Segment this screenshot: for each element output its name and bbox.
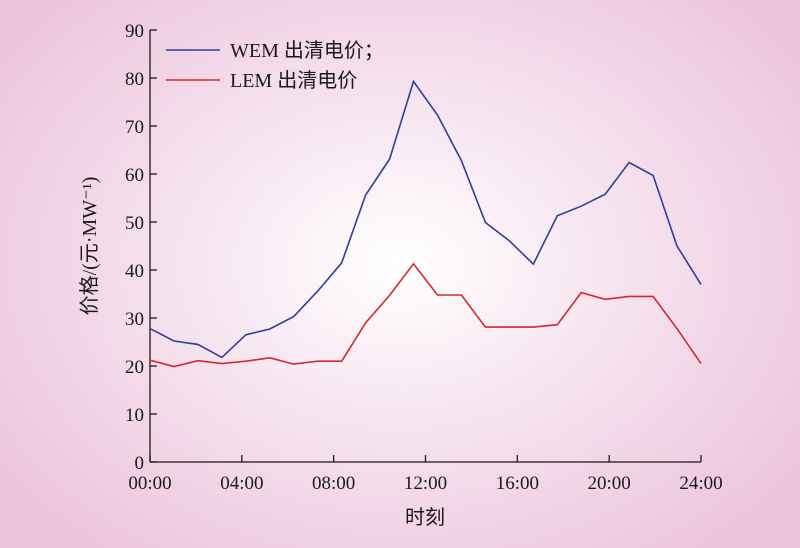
y-tick-label: 20 — [125, 357, 144, 378]
x-tick-label: 08:00 — [312, 473, 355, 494]
x-tick-label: 20:00 — [588, 473, 631, 494]
plot-frame — [149, 30, 701, 463]
legend-item-wem: WEM 出清电价； — [166, 39, 384, 62]
x-tick-label: 16:00 — [496, 473, 539, 494]
x-tick-label: 24:00 — [679, 473, 722, 494]
y-tick-label: 30 — [125, 309, 144, 330]
legend-label-wem: WEM 出清电价； — [230, 39, 384, 62]
y-tick-label: 70 — [125, 117, 144, 138]
y-tick-label: 80 — [125, 69, 144, 90]
legend: WEM 出清电价； LEM 出清电价 — [166, 39, 384, 92]
x-tick-label: 12:00 — [404, 473, 447, 494]
series-lines — [149, 79, 702, 368]
y-tick-label: 60 — [125, 165, 144, 186]
y-tick-label: 50 — [125, 213, 144, 234]
legend-label-lem: LEM 出清电价 — [230, 69, 357, 92]
y-axis-title: 价格/(元·MW⁻¹) — [78, 177, 101, 316]
y-tick-label: 0 — [135, 453, 145, 474]
y-tick-label: 90 — [125, 21, 144, 42]
legend-item-lem: LEM 出清电价 — [166, 69, 357, 92]
x-tick-label: 00:00 — [128, 473, 171, 494]
x-axis-ticks: 00:00 04:00 08:00 12:00 16:00 20:00 24:00 — [128, 455, 723, 494]
series-line-wem — [149, 79, 702, 359]
x-tick-label: 04:00 — [220, 473, 263, 494]
x-axis-title: 时刻 — [405, 506, 445, 529]
y-tick-label: 10 — [125, 405, 144, 426]
series-line-lem — [149, 262, 702, 368]
y-axis-ticks: 0 10 20 30 40 50 60 70 80 90 — [125, 21, 157, 474]
y-tick-label: 40 — [125, 261, 144, 282]
